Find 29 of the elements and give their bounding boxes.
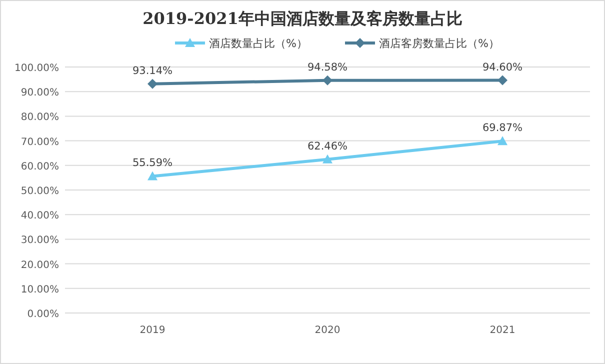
data-label: 62.46% — [307, 140, 348, 152]
point — [322, 75, 332, 86]
y-tick-label: 20.00% — [20, 260, 59, 271]
y-tick-label: 100.00% — [14, 63, 59, 74]
y-tick-label: 50.00% — [20, 186, 59, 197]
data-label: 94.60% — [482, 61, 523, 74]
point — [498, 75, 508, 86]
y-tick-label: 40.00% — [20, 210, 59, 222]
data-label: 55.59% — [132, 157, 173, 170]
data-label: 94.58% — [307, 61, 348, 74]
point — [498, 136, 508, 146]
point — [322, 154, 332, 164]
y-tick-label: 60.00% — [20, 161, 59, 172]
x-tick-label: 2021 — [490, 325, 516, 336]
x-tick-label: 2019 — [140, 325, 166, 336]
point — [148, 78, 158, 89]
point — [148, 171, 158, 180]
data-label: 93.14% — [132, 64, 173, 77]
legend-label: 酒店数量占比（%） — [209, 37, 308, 50]
chart-title: 2019-2021年中国酒店数量及客房数量占比 — [142, 9, 462, 28]
y-tick-label: 90.00% — [20, 88, 59, 99]
legend-label: 酒店客房数量占比（%） — [379, 37, 500, 50]
y-tick-label: 30.00% — [20, 235, 59, 246]
y-tick-label: 10.00% — [20, 284, 59, 296]
y-tick-label: 80.00% — [20, 112, 59, 124]
y-tick-label: 0.00% — [27, 309, 59, 320]
x-tick-label: 2020 — [314, 325, 340, 336]
y-tick-label: 70.00% — [20, 136, 59, 148]
data-label: 69.87% — [482, 122, 523, 134]
